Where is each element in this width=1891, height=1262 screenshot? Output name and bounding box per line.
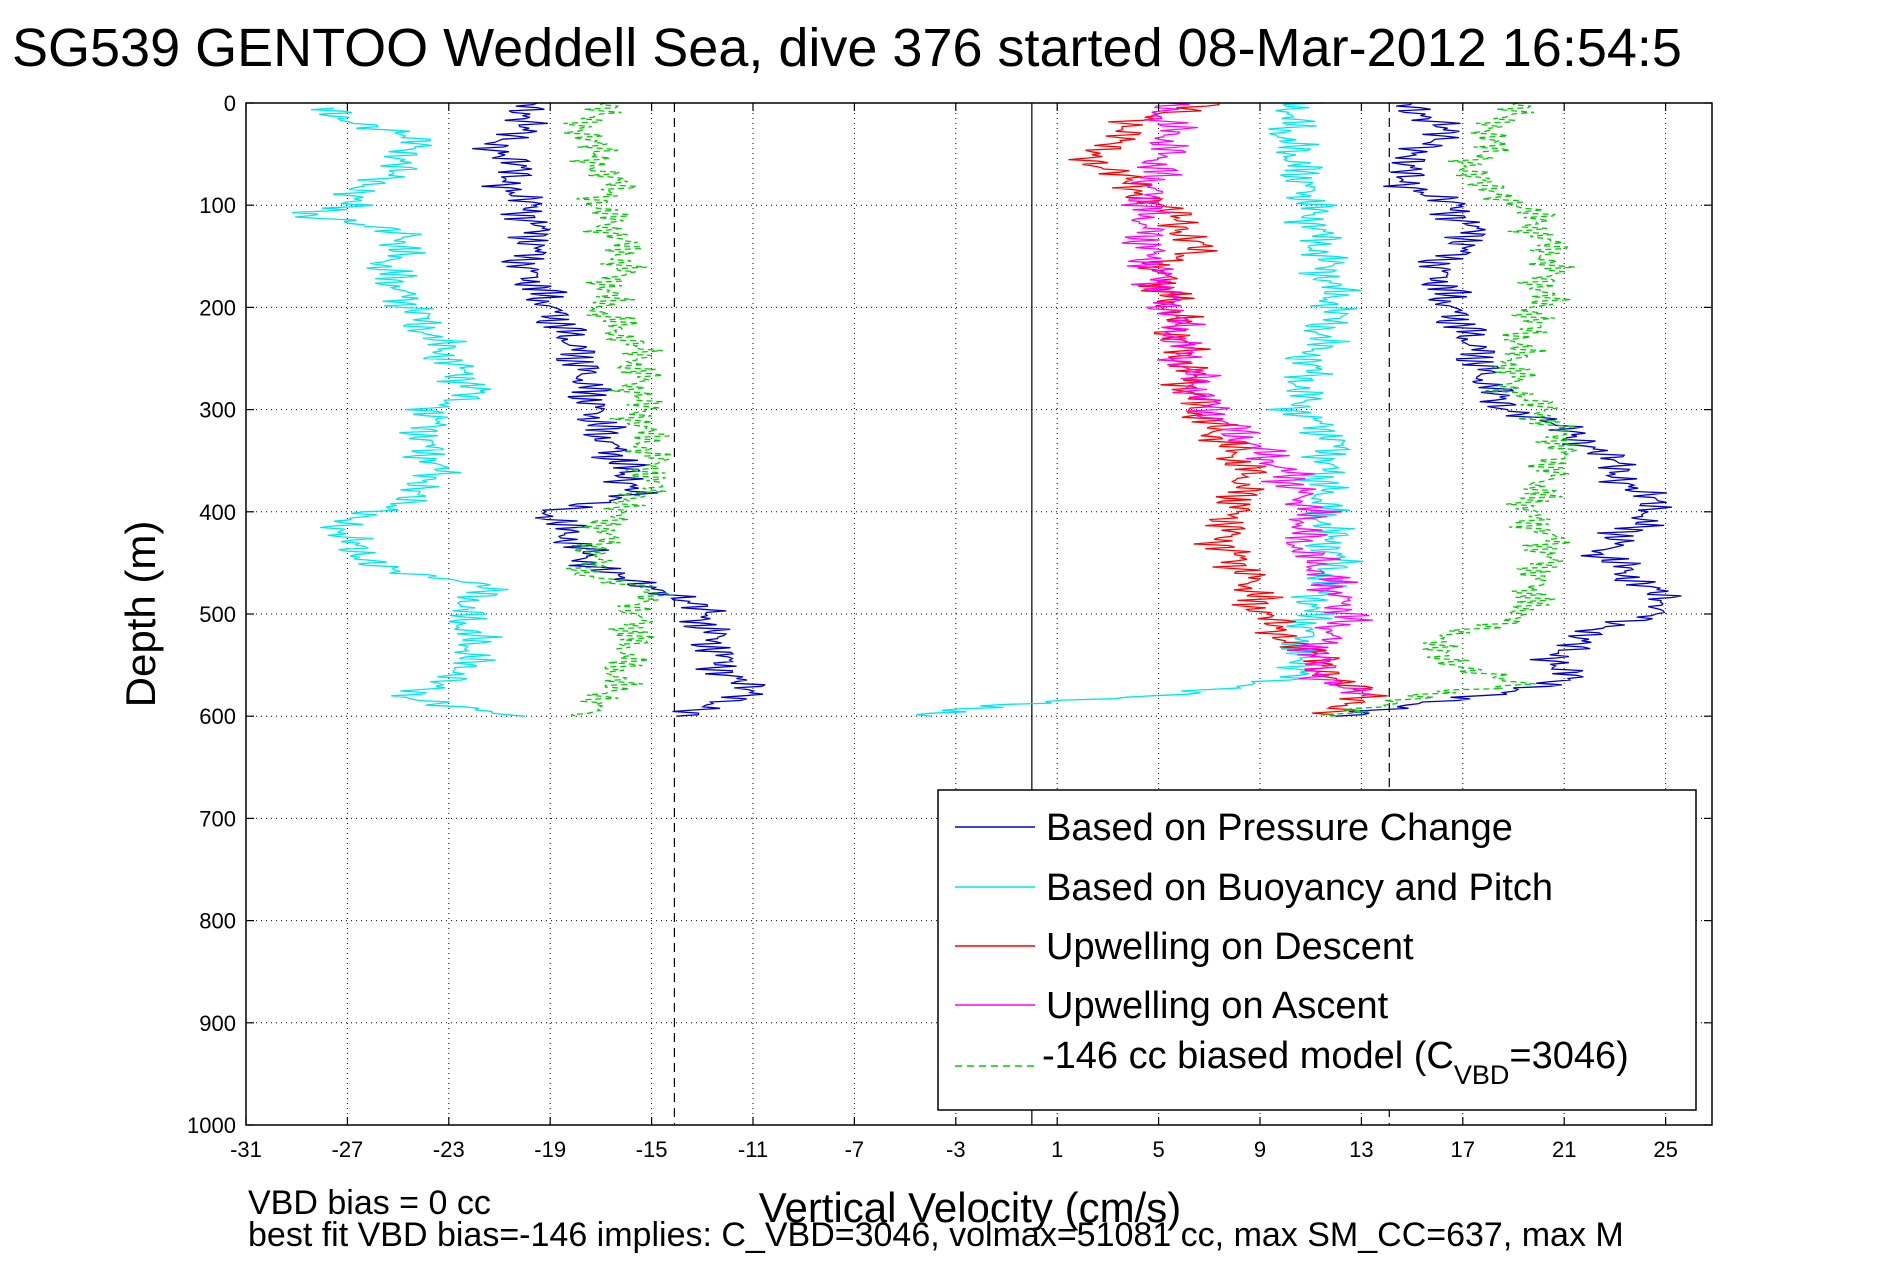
x-tick-label: 1 xyxy=(1051,1137,1063,1162)
x-tick-label: -7 xyxy=(845,1137,865,1162)
y-ticks: 0 100 200 300 400 500 600 700 800 900 1000 xyxy=(187,91,1712,1138)
legend-label-descent: Upwelling on Descent xyxy=(1046,926,1414,968)
series-line xyxy=(916,102,1364,717)
legend-label-buoyancy: Based on Buoyancy and Pitch xyxy=(1046,867,1553,909)
x-tick-label: -11 xyxy=(738,1137,768,1162)
legend-box xyxy=(937,789,1697,1111)
legend-model-subscript: VBD xyxy=(1454,1060,1510,1090)
legend-label-ascent: Upwelling on Ascent xyxy=(1046,985,1389,1027)
y-tick-label: 200 xyxy=(199,295,236,320)
legend-model-suffix: =3046) xyxy=(1509,1035,1628,1077)
y-tick-label: 900 xyxy=(199,1011,236,1036)
series-line xyxy=(291,107,525,717)
y-tick-label: 600 xyxy=(199,704,236,729)
y-tick-label: 700 xyxy=(199,806,236,831)
series-group xyxy=(291,102,1682,717)
footer-line-1: VBD bias = 0 cc xyxy=(248,1184,491,1222)
x-tick-label: -31 xyxy=(230,1137,262,1162)
x-axis-label: Vertical Velocity (cm/s) xyxy=(759,1184,1181,1231)
legend-label-pressure: Based on Pressure Change xyxy=(1046,807,1513,849)
series-line xyxy=(563,102,674,717)
footer-line-2: best fit VBD bias=-146 implies: C_VBD=30… xyxy=(248,1216,1624,1254)
x-tick-label: 17 xyxy=(1451,1137,1475,1162)
x-tick-label: -27 xyxy=(332,1137,364,1162)
x-tick-label: -23 xyxy=(433,1137,465,1162)
series-line xyxy=(1121,102,1373,697)
x-tick-label: -3 xyxy=(946,1137,966,1162)
chart-title: SG539 GENTOO Weddell Sea, dive 376 start… xyxy=(12,18,1682,78)
legend-model-prefix: -146 cc biased model (C xyxy=(1042,1035,1454,1077)
series-line xyxy=(1321,102,1580,717)
y-axis-label: Depth (m) xyxy=(117,521,164,708)
x-tick-label: 9 xyxy=(1254,1137,1266,1162)
x-tick-label: -19 xyxy=(534,1137,566,1162)
x-tick-label: -15 xyxy=(636,1137,668,1162)
y-tick-label: 100 xyxy=(199,193,236,218)
x-tick-label: 25 xyxy=(1653,1137,1677,1162)
series-line xyxy=(472,102,766,717)
y-tick-label: 400 xyxy=(199,500,236,525)
y-tick-label: 800 xyxy=(199,909,236,934)
y-tick-label: 0 xyxy=(224,91,236,116)
y-tick-label: 500 xyxy=(199,602,236,627)
series-line xyxy=(1335,102,1682,717)
x-tick-label: 5 xyxy=(1152,1137,1164,1162)
legend: Based on Pressure Change Based on Buoyan… xyxy=(937,789,1697,1111)
legend-label-model: -146 cc biased model (CVBD=3046) xyxy=(1042,1035,1629,1090)
x-tick-label: 13 xyxy=(1349,1137,1373,1162)
x-tick-label: 21 xyxy=(1552,1137,1576,1162)
y-tick-label: 1000 xyxy=(187,1113,236,1138)
y-tick-label: 300 xyxy=(199,398,236,423)
x-ticks: -31 -27 -23 -19 -15 -11 -7 -3 1 5 9 13 17 21 25 xyxy=(230,103,1678,1162)
grid xyxy=(245,102,1712,1126)
